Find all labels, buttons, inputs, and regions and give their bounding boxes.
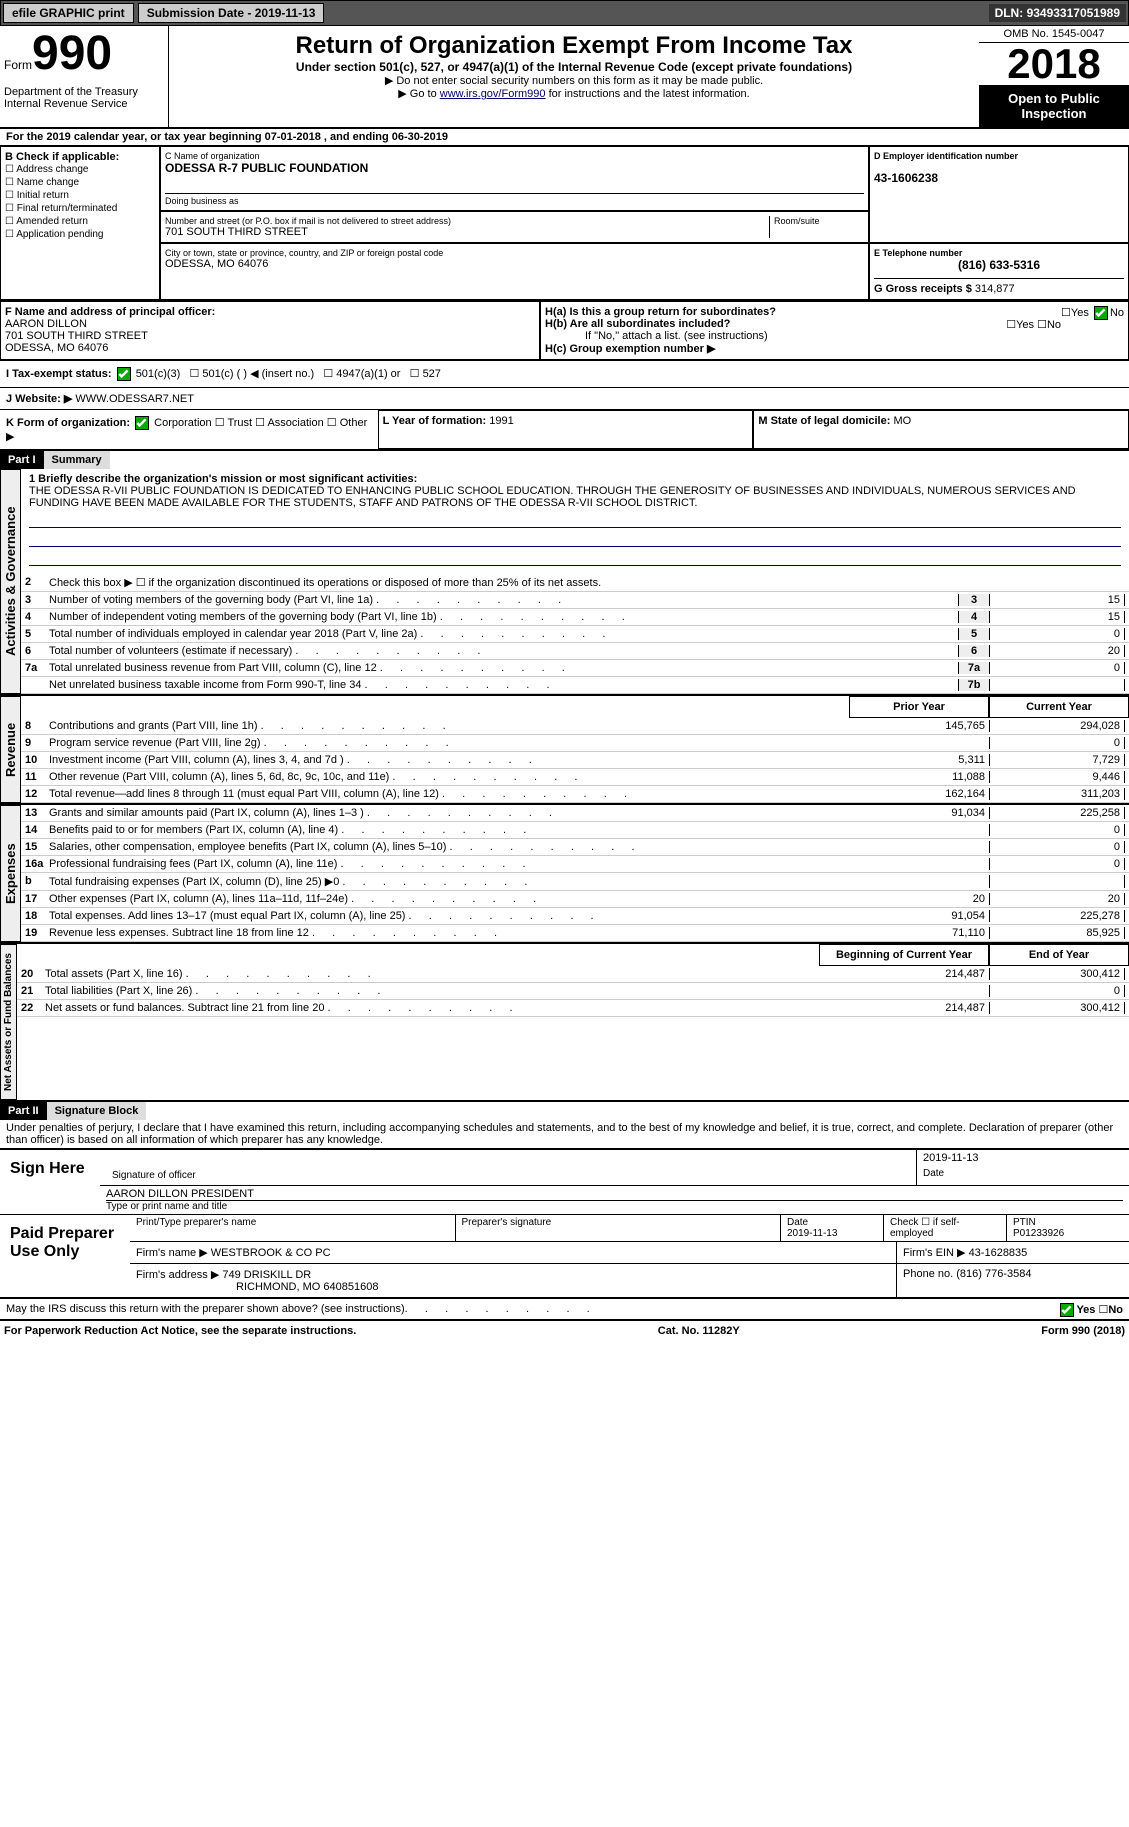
main-title: Return of Organization Exempt From Incom… — [175, 32, 973, 60]
netassets-header: Beginning of Current Year End of Year — [17, 944, 1129, 966]
line-15: 15Salaries, other compensation, employee… — [21, 839, 1129, 856]
checkbox-501c3 — [117, 367, 131, 381]
line-b: bTotal fundraising expenses (Part IX, co… — [21, 873, 1129, 891]
row-f-h: F Name and address of principal officer:… — [0, 301, 1129, 360]
paid-preparer-block: Paid Preparer Use Only Print/Type prepar… — [0, 1215, 1129, 1298]
instructions-link[interactable]: www.irs.gov/Form990 — [440, 88, 546, 100]
mission-line: 1 Briefly describe the organization's mi… — [21, 469, 1129, 574]
netassets-label: Net Assets or Fund Balances — [0, 944, 17, 1100]
line-9: 9Program service revenue (Part VIII, lin… — [21, 735, 1129, 752]
netassets-section: Net Assets or Fund Balances Beginning of… — [0, 942, 1129, 1100]
line-16a: 16aProfessional fundraising fees (Part I… — [21, 856, 1129, 873]
top-bar: efile GRAPHIC print Submission Date - 20… — [0, 0, 1129, 26]
note-1: ▶ Do not enter social security numbers o… — [175, 74, 973, 87]
form-footer: Form 990 (2018) — [1041, 1325, 1125, 1337]
line-20: 20Total assets (Part X, line 16) 214,487… — [17, 966, 1129, 983]
checkbox-corporation — [135, 416, 149, 430]
line-3: 3Number of voting members of the governi… — [21, 592, 1129, 609]
row-i: I Tax-exempt status: 501(c)(3) ☐ 501(c) … — [0, 360, 1129, 387]
dln-label: DLN: 93493317051989 — [989, 4, 1126, 22]
section-b: B Check if applicable: ☐ Address change … — [0, 146, 160, 300]
title-block: Return of Organization Exempt From Incom… — [169, 26, 979, 127]
line-17: 17Other expenses (Part IX, column (A), l… — [21, 891, 1129, 908]
discuss-row: May the IRS discuss this return with the… — [0, 1298, 1129, 1319]
part-2-header: Part IISignature Block — [0, 1100, 1129, 1120]
line-10: 10Investment income (Part VIII, column (… — [21, 752, 1129, 769]
row-k-l-m: K Form of organization: Corporation ☐ Tr… — [0, 409, 1129, 449]
form-header: Form990 Department of the Treasury Inter… — [0, 26, 1129, 129]
line-: Net unrelated business taxable income fr… — [21, 677, 1129, 694]
line-22: 22Net assets or fund balances. Subtract … — [17, 1000, 1129, 1017]
form-number-block: Form990 Department of the Treasury Inter… — [0, 26, 169, 127]
part-1-header: Part ISummary — [0, 449, 1129, 469]
line-21: 21Total liabilities (Part X, line 26) 0 — [17, 983, 1129, 1000]
efile-button[interactable]: efile GRAPHIC print — [3, 3, 134, 23]
line-4: 4Number of independent voting members of… — [21, 609, 1129, 626]
year-block: OMB No. 1545-0047 2018 Open to Public In… — [979, 26, 1129, 127]
line-5: 5Total number of individuals employed in… — [21, 626, 1129, 643]
checkbox-ha-no — [1094, 306, 1108, 320]
submission-date-button[interactable]: Submission Date - 2019-11-13 — [138, 3, 325, 23]
note-2: ▶ Go to www.irs.gov/Form990 for instruct… — [175, 87, 973, 100]
line-11: 11Other revenue (Part VIII, column (A), … — [21, 769, 1129, 786]
line-19: 19Revenue less expenses. Subtract line 1… — [21, 925, 1129, 942]
header-grid: B Check if applicable: ☐ Address change … — [0, 146, 1129, 301]
dept-label: Department of the Treasury Internal Reve… — [4, 78, 164, 110]
line-14: 14Benefits paid to or for members (Part … — [21, 822, 1129, 839]
line-6: 6Total number of volunteers (estimate if… — [21, 643, 1129, 660]
revenue-section: Revenue Prior Year Current Year 8Contrib… — [0, 694, 1129, 803]
expenses-section: Expenses 13Grants and similar amounts pa… — [0, 803, 1129, 942]
declaration: Under penalties of perjury, I declare th… — [0, 1120, 1129, 1148]
cat-number: Cat. No. 11282Y — [658, 1325, 740, 1337]
line-2: 2Check this box ▶ ☐ if the organization … — [21, 574, 1129, 592]
paperwork-notice: For Paperwork Reduction Act Notice, see … — [4, 1325, 356, 1337]
line-12: 12Total revenue—add lines 8 through 11 (… — [21, 786, 1129, 803]
open-inspection: Open to Public Inspection — [979, 85, 1129, 127]
paid-preparer-label: Paid Preparer Use Only — [0, 1215, 130, 1297]
line-13: 13Grants and similar amounts paid (Part … — [21, 805, 1129, 822]
line-18: 18Total expenses. Add lines 13–17 (must … — [21, 908, 1129, 925]
section-d: D Employer identification number 43-1606… — [869, 146, 1129, 243]
checkbox-discuss-yes — [1060, 1303, 1074, 1317]
governance-section: Activities & Governance 1 Briefly descri… — [0, 469, 1129, 694]
line-7a: 7aTotal unrelated business revenue from … — [21, 660, 1129, 677]
section-a: For the 2019 calendar year, or tax year … — [0, 129, 1129, 146]
section-c-addr: Number and street (or P.O. box if mail i… — [160, 211, 869, 243]
section-f: F Name and address of principal officer:… — [0, 301, 540, 360]
section-h: H(a) Is this a group return for subordin… — [540, 301, 1129, 360]
sign-here-label: Sign Here — [0, 1150, 100, 1214]
revenue-header: Prior Year Current Year — [21, 696, 1129, 718]
subtitle: Under section 501(c), 527, or 4947(a)(1)… — [175, 60, 973, 74]
sign-here-block: Sign Here Signature of officer 2019-11-1… — [0, 1148, 1129, 1215]
governance-label: Activities & Governance — [0, 469, 21, 694]
section-e-g: E Telephone number (816) 633-5316 G Gros… — [869, 243, 1129, 300]
row-j: J Website: ▶ WWW.ODESSAR7.NET — [0, 387, 1129, 409]
revenue-label: Revenue — [0, 696, 21, 803]
expenses-label: Expenses — [0, 805, 21, 942]
footer: For Paperwork Reduction Act Notice, see … — [0, 1319, 1129, 1341]
tax-year: 2018 — [979, 43, 1129, 85]
line-8: 8Contributions and grants (Part VIII, li… — [21, 718, 1129, 735]
section-c-name: C Name of organization ODESSA R-7 PUBLIC… — [160, 146, 869, 211]
section-c-city: City or town, state or province, country… — [160, 243, 869, 300]
